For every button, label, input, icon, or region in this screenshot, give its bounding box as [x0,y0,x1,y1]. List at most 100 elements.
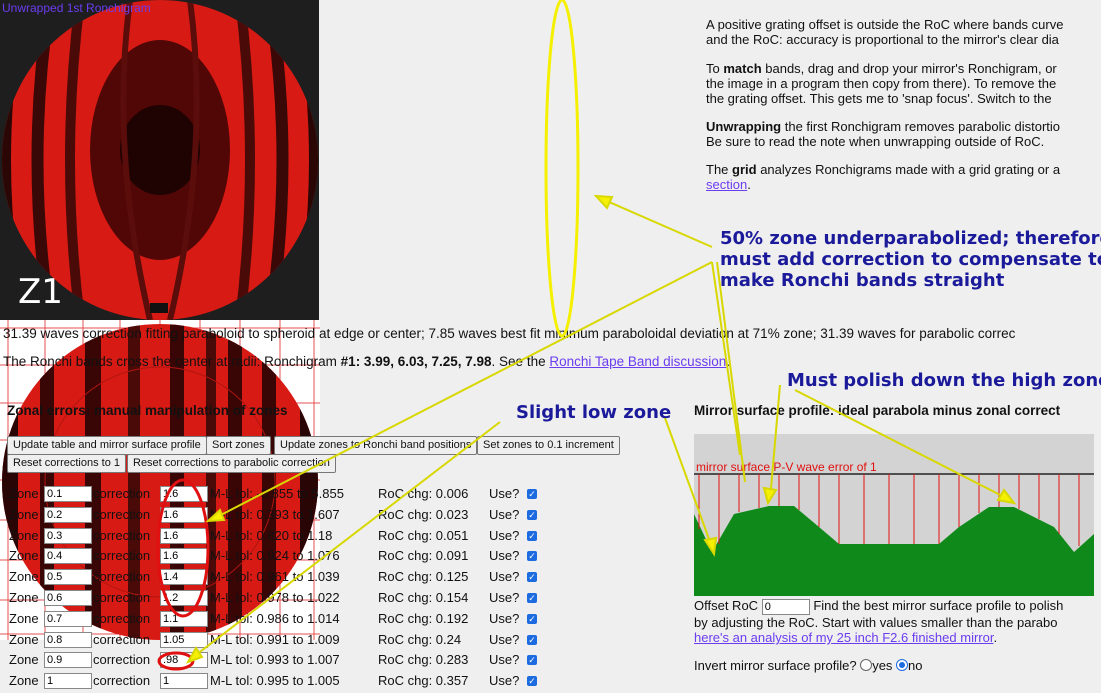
text-line: and the RoC: accuracy is proportional to… [706,32,1059,47]
zone-input[interactable] [44,590,92,606]
correction-input[interactable] [160,569,208,586]
roc-change: RoC chg: 0.051 [378,527,469,543]
use-label: Use? [489,527,520,543]
use-checkbox[interactable]: ✓ [527,509,537,520]
use-checkbox[interactable]: ✓ [527,634,537,645]
bands-summary: The Ronchi bands cross the center at rad… [3,354,730,369]
bold-span: grid [732,162,757,177]
zone-input[interactable] [44,527,92,544]
reset-parabolic-button[interactable]: Reset corrections to parabolic correctio… [127,454,336,473]
zone-input[interactable] [44,548,92,565]
roc-change: RoC chg: 0.283 [378,652,469,668]
match-paragraph: To match bands, drag and drop your mirro… [706,61,1101,106]
set-zones-button[interactable]: Set zones to 0.1 increment [477,436,620,455]
offset-row: Offset RoC Find the best mirror surface … [694,598,1063,615]
correction-input[interactable] [160,610,208,627]
zone-label: Zone [9,569,39,585]
zone-input[interactable] [44,506,92,523]
correction-label: correction [93,652,151,668]
zone-label: Zone [9,527,39,543]
unwrapped-ronchigram-image: Unwrapped 1st Ronchigram [0,1,320,640]
bold-span: #1: 3.99, 6.03, 7.25, 7.98 [340,354,492,369]
correction-input[interactable] [160,486,208,502]
correction-label: correction [93,631,151,647]
ml-tolerance: M-L tol: 0.978 to 1.022 [210,590,340,605]
ml-tolerance: M-L tol: 0.986 to 1.014 [210,610,340,626]
zone-label: Zone [9,548,39,564]
invert-row: Invert mirror surface profile? yes no [694,658,923,673]
update-table-button[interactable]: Update table and mirror surface profile [7,436,207,455]
ml-tolerance: M-L tol: 0.991 to 1.009 [210,631,340,647]
ronchigram-image-left: Z1 [0,0,319,320]
offset-line2: by adjusting the RoC. Start with values … [694,615,1058,630]
roc-change: RoC chg: 0.154 [378,590,469,605]
reset-corrections-button[interactable]: Reset corrections to 1 [7,454,126,473]
ml-tolerance: M-L tol: 0.820 to 1.18 [210,527,333,543]
no-label: no [908,658,923,673]
unwrapped-title: Unwrapped 1st Ronchigram [2,1,151,15]
text-line: A positive grating offset is outside the… [706,17,1064,32]
grid-paragraph: The grid analyzes Ronchigrams made with … [706,162,1101,192]
roc-change: RoC chg: 0.24 [378,631,462,647]
text-span: The [706,162,733,177]
use-label: Use? [489,590,520,605]
use-checkbox[interactable]: ✓ [527,655,537,666]
use-label: Use? [489,652,520,668]
use-label: Use? [489,569,520,585]
zone-label: Zone [9,652,39,668]
chart-label: mirror surface P-V wave error of 1 [696,460,877,474]
use-checkbox[interactable]: ✓ [527,572,537,583]
use-label: Use? [489,610,520,626]
zone-label: Zone [9,673,39,689]
analysis-link[interactable]: here's an analysis of my 25 inch F2.6 fi… [694,630,994,645]
zone-input[interactable] [44,673,92,690]
zone-input[interactable] [44,631,92,648]
use-checkbox[interactable]: ✓ [527,613,537,624]
unwrapping-paragraph: Unwrapping the first Ronchigram removes … [706,119,1101,149]
use-label: Use? [489,631,520,647]
correction-label: correction [93,569,151,585]
yes-radio[interactable] [860,659,873,671]
use-checkbox[interactable]: ✓ [527,551,537,562]
zone-input[interactable] [44,486,92,502]
offset-roc-input[interactable] [761,599,810,615]
zone-input[interactable] [44,652,92,669]
ronchi-tape-link[interactable]: Ronchi Tape Band discussion [549,354,727,369]
section-link[interactable]: section [706,177,748,192]
use-label: Use? [489,548,520,564]
text-line: the grating offset. This gets me to 'sna… [706,91,1052,106]
offset-paragraph: A positive grating offset is outside the… [706,17,1101,47]
correction-input[interactable] [160,673,208,690]
use-checkbox[interactable]: ✓ [527,676,537,687]
use-checkbox[interactable]: ✓ [527,489,537,499]
no-radio[interactable] [896,659,909,671]
correction-label: correction [93,486,151,501]
ml-tolerance: M-L tol: 0.993 to 1.007 [210,652,340,668]
analysis-row: here's an analysis of my 25 inch F2.6 fi… [694,630,997,645]
annotation-line: 50% zone underparabolized; therefore [720,228,1101,249]
correction-label: correction [93,527,151,543]
zone-input[interactable] [44,569,92,586]
zone-input[interactable] [44,610,92,627]
ml-tolerance: M-L tol: -3.855 to 5.855 [210,486,344,501]
bold-span: Unwrapping [706,119,782,134]
correction-label: correction [93,548,151,564]
zone-label: Zone [9,610,39,626]
correction-input[interactable] [160,631,208,648]
correction-input[interactable] [160,506,208,523]
correction-input[interactable] [160,590,208,606]
annotation-line: make Ronchi bands straight [720,270,1005,291]
roc-change: RoC chg: 0.357 [378,673,469,689]
zone-label: Zone [9,506,39,522]
text-span: To [706,61,724,76]
correction-input[interactable] [160,548,208,565]
correction-label: correction [93,506,151,522]
profile-title: Mirror surface profile: ideal parabola m… [694,403,1061,418]
yes-label: yes [872,658,893,673]
update-zones-button[interactable]: Update zones to Ronchi band positions [274,436,478,455]
use-checkbox[interactable]: ✓ [527,530,537,541]
ml-tolerance: M-L tol: 0.995 to 1.005 [210,673,340,689]
invert-label: Invert mirror surface profile? [694,658,857,673]
use-checkbox[interactable]: ✓ [527,593,537,603]
